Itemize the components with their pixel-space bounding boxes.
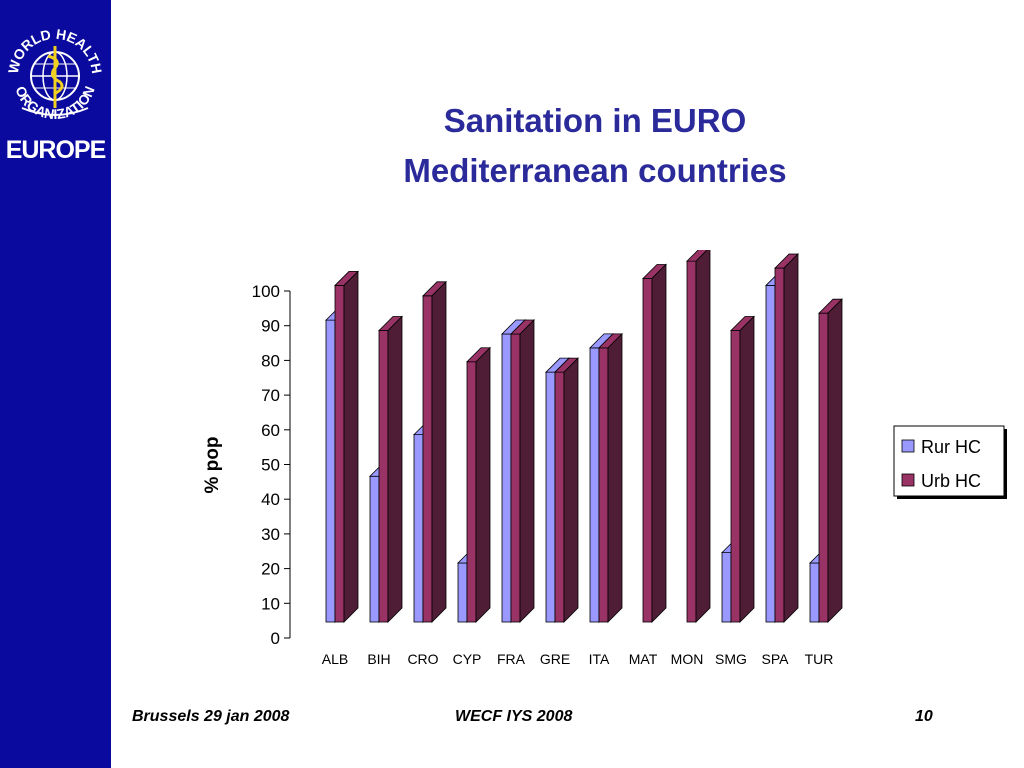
legend-label: Rur HC [921, 437, 981, 457]
x-tick-label: TUR [805, 651, 834, 667]
page-title: Sanitation in EURO Mediterranean countri… [300, 96, 890, 196]
bar-urb-hc [422, 295, 433, 623]
bar-rur-hc [369, 475, 380, 623]
y-tick-label: 0 [271, 629, 280, 648]
y-tick-label: 10 [261, 594, 280, 613]
x-tick-label: SPA [762, 651, 790, 667]
bar-urb-hc [774, 267, 785, 623]
bar-urb-hc-side [695, 250, 711, 623]
x-tick-label: ALB [322, 651, 348, 667]
x-tick-label: ITA [589, 651, 610, 667]
x-tick-label: CYP [453, 651, 482, 667]
bar-rur-hc [325, 319, 336, 623]
bar-urb-hc-side [343, 270, 359, 623]
footer-page-number: 10 [915, 708, 933, 725]
bar-urb-hc [378, 330, 389, 623]
title-line-2: Mediterranean countries [403, 152, 787, 189]
who-emblem-icon: WORLD HEALTH ORGANIZATION [5, 26, 105, 122]
bar-urb-hc-top [686, 250, 708, 262]
bar-rur-hc [721, 552, 732, 623]
bar-urb-hc-side [519, 319, 535, 623]
bar-rur-hc [457, 562, 468, 623]
bar-urb-hc-side [563, 357, 579, 623]
y-tick-label: 20 [261, 560, 280, 579]
y-tick-label: 70 [261, 386, 280, 405]
bar-urb-hc [554, 371, 565, 623]
bar-rur-hc [413, 434, 424, 623]
x-tick-label: MON [671, 651, 704, 667]
footer-event: WECF IYS 2008 [455, 708, 573, 725]
region-label: EUROPE [5, 136, 107, 164]
bar-urb-hc [466, 361, 477, 623]
sidebar: WORLD HEALTH ORGANIZATION EUROPE [0, 0, 111, 768]
footer-date: Brussels 29 jan 2008 [132, 708, 290, 725]
bar-urb-hc-side [431, 280, 447, 623]
legend-swatch [901, 473, 915, 487]
bar-urb-hc [686, 260, 697, 623]
sanitation-chart: 0 10 20 30 40 50 60 70 80 90 100 % pop ALB BIH CRO CYP F… [202, 250, 1007, 667]
y-tick-label: 40 [261, 490, 280, 509]
bar-urb-hc-side [651, 263, 667, 623]
bar-urb-hc-side [827, 298, 843, 623]
x-tick-label: SMG [715, 651, 747, 667]
x-tick-label: BIH [367, 651, 390, 667]
bar-rur-hc [765, 285, 776, 623]
bar-urb-hc-side [475, 346, 491, 623]
bar-urb-hc [730, 330, 741, 623]
y-tick-label: 100 [252, 282, 280, 301]
bar-urb-hc [642, 278, 653, 623]
bar-urb-hc [818, 312, 829, 623]
bar-rur-hc [589, 347, 600, 623]
y-tick-label: 80 [261, 351, 280, 370]
y-tick-label: 60 [261, 421, 280, 440]
x-tick-label: GRE [540, 651, 570, 667]
y-tick-label: 30 [261, 525, 280, 544]
x-tick-label: FRA [497, 651, 526, 667]
legend-label: Urb HC [921, 471, 981, 491]
title-line-1: Sanitation in EURO [443, 102, 747, 139]
bar-rur-hc [545, 371, 556, 623]
y-tick-label: 90 [261, 317, 280, 336]
bar-urb-hc [598, 347, 609, 623]
bar-urb-hc [510, 333, 521, 623]
bar-rur-hc [809, 562, 820, 623]
bar-urb-hc-side [783, 253, 799, 623]
x-tick-label: CRO [407, 651, 438, 667]
legend-swatch [901, 439, 915, 453]
bar-urb-hc [334, 285, 345, 623]
bar-urb-hc-side [387, 315, 403, 623]
y-tick-label: 50 [261, 456, 280, 475]
y-axis-label: % pop [202, 437, 223, 494]
bar-urb-hc-side [739, 315, 755, 623]
x-tick-label: MAT [629, 651, 658, 667]
bar-urb-hc-side [607, 332, 623, 623]
bar-rur-hc [501, 333, 512, 623]
